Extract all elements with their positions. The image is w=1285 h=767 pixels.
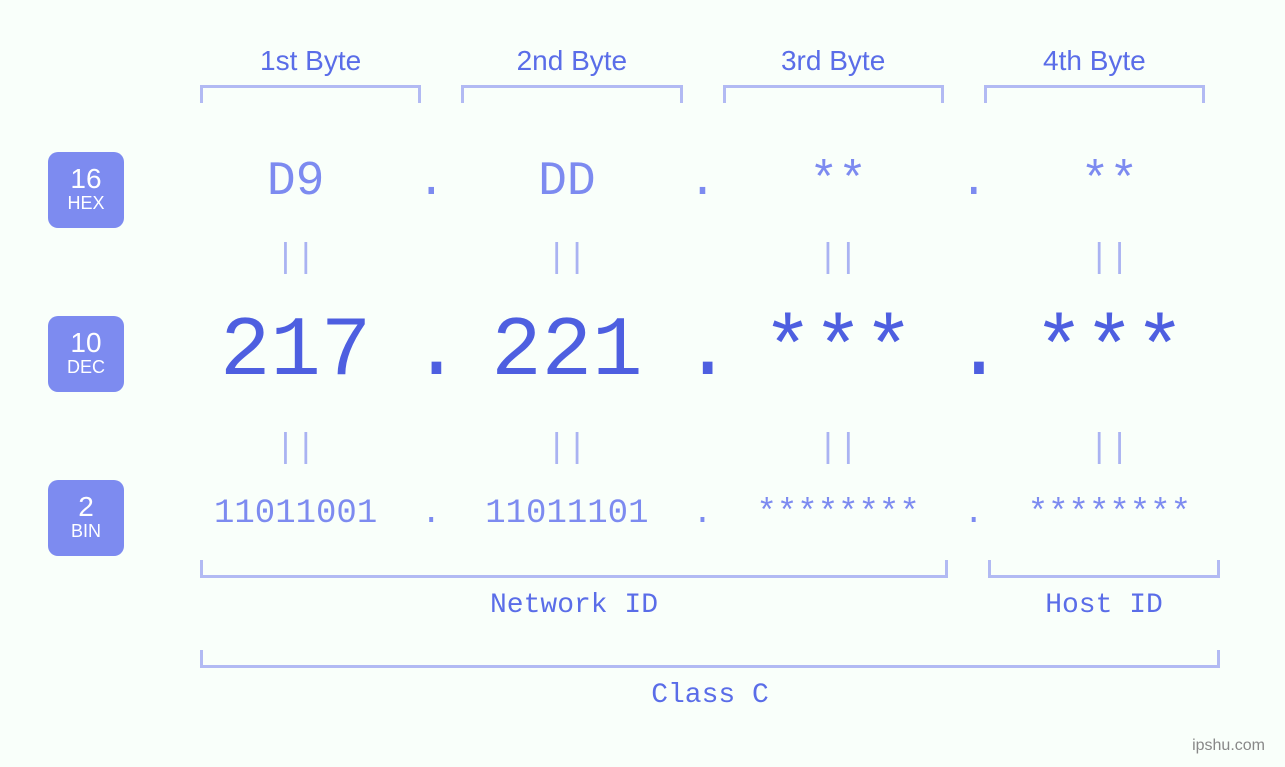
byte-bracket xyxy=(200,85,421,103)
dot-separator: . xyxy=(683,495,723,533)
watermark: ipshu.com xyxy=(1192,737,1265,755)
byte-bracket xyxy=(723,85,944,103)
eq-symbol: || xyxy=(723,430,954,468)
byte-header-2: 2nd Byte xyxy=(441,45,702,77)
badge-dec-txt: DEC xyxy=(67,357,105,379)
hex-byte-2: DD xyxy=(451,155,682,209)
dec-byte-4: *** xyxy=(994,305,1225,400)
eq-row-1: || || || || xyxy=(180,240,1225,278)
diagram-root: 1st Byte 2nd Byte 3rd Byte 4th Byte 16 H… xyxy=(0,0,1285,767)
label-host-id: Host ID xyxy=(988,590,1220,621)
dot-separator: . xyxy=(411,305,451,400)
badge-hex: 16 HEX xyxy=(48,152,124,228)
bin-byte-3: ******** xyxy=(723,495,954,533)
bin-row: 11011001 . 11011101 . ******** . *******… xyxy=(180,495,1225,533)
dec-byte-3: *** xyxy=(723,305,954,400)
bin-byte-1: 11011001 xyxy=(180,495,411,533)
eq-row-2: || || || || xyxy=(180,430,1225,468)
eq-symbol: || xyxy=(451,240,682,278)
hex-byte-1: D9 xyxy=(180,155,411,209)
byte-header-4: 4th Byte xyxy=(964,45,1225,77)
dot-separator: . xyxy=(683,305,723,400)
byte-bracket xyxy=(984,85,1205,103)
badge-hex-num: 16 xyxy=(70,165,101,193)
label-network-id: Network ID xyxy=(200,590,948,621)
dot-separator: . xyxy=(954,495,994,533)
eq-symbol: || xyxy=(723,240,954,278)
hex-byte-3: ** xyxy=(723,155,954,209)
bin-byte-2: 11011101 xyxy=(451,495,682,533)
byte-bracket-row xyxy=(180,85,1225,103)
dot-separator: . xyxy=(683,155,723,209)
badge-dec: 10 DEC xyxy=(48,316,124,392)
eq-symbol: || xyxy=(994,240,1225,278)
badge-bin-num: 2 xyxy=(78,493,94,521)
byte-bracket xyxy=(461,85,682,103)
dot-separator: . xyxy=(411,155,451,209)
eq-symbol: || xyxy=(451,430,682,468)
dot-separator: . xyxy=(411,495,451,533)
eq-symbol: || xyxy=(994,430,1225,468)
eq-symbol: || xyxy=(180,240,411,278)
eq-symbol: || xyxy=(180,430,411,468)
dot-separator: . xyxy=(954,155,994,209)
byte-header-1: 1st Byte xyxy=(180,45,441,77)
badge-dec-num: 10 xyxy=(70,329,101,357)
bracket-network xyxy=(200,560,948,578)
dot-separator: . xyxy=(954,305,994,400)
badge-bin-txt: BIN xyxy=(71,521,101,543)
byte-header-3: 3rd Byte xyxy=(703,45,964,77)
dec-row: 217 . 221 . *** . *** xyxy=(180,305,1225,400)
dec-byte-2: 221 xyxy=(451,305,682,400)
bracket-host xyxy=(988,560,1220,578)
badge-hex-txt: HEX xyxy=(67,193,104,215)
hex-row: D9 . DD . ** . ** xyxy=(180,155,1225,209)
byte-header-row: 1st Byte 2nd Byte 3rd Byte 4th Byte xyxy=(180,45,1225,77)
bin-byte-4: ******** xyxy=(994,495,1225,533)
hex-byte-4: ** xyxy=(994,155,1225,209)
bracket-class xyxy=(200,650,1220,668)
dec-byte-1: 217 xyxy=(180,305,411,400)
label-class: Class C xyxy=(200,680,1220,711)
badge-bin: 2 BIN xyxy=(48,480,124,556)
